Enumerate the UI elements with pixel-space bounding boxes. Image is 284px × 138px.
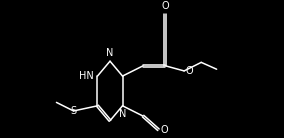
Text: S: S	[70, 106, 77, 116]
Text: O: O	[162, 1, 169, 11]
Text: O: O	[160, 125, 168, 135]
Text: HN: HN	[79, 71, 94, 81]
Text: N: N	[119, 109, 126, 119]
Text: O: O	[186, 66, 193, 76]
Text: N: N	[106, 48, 114, 58]
